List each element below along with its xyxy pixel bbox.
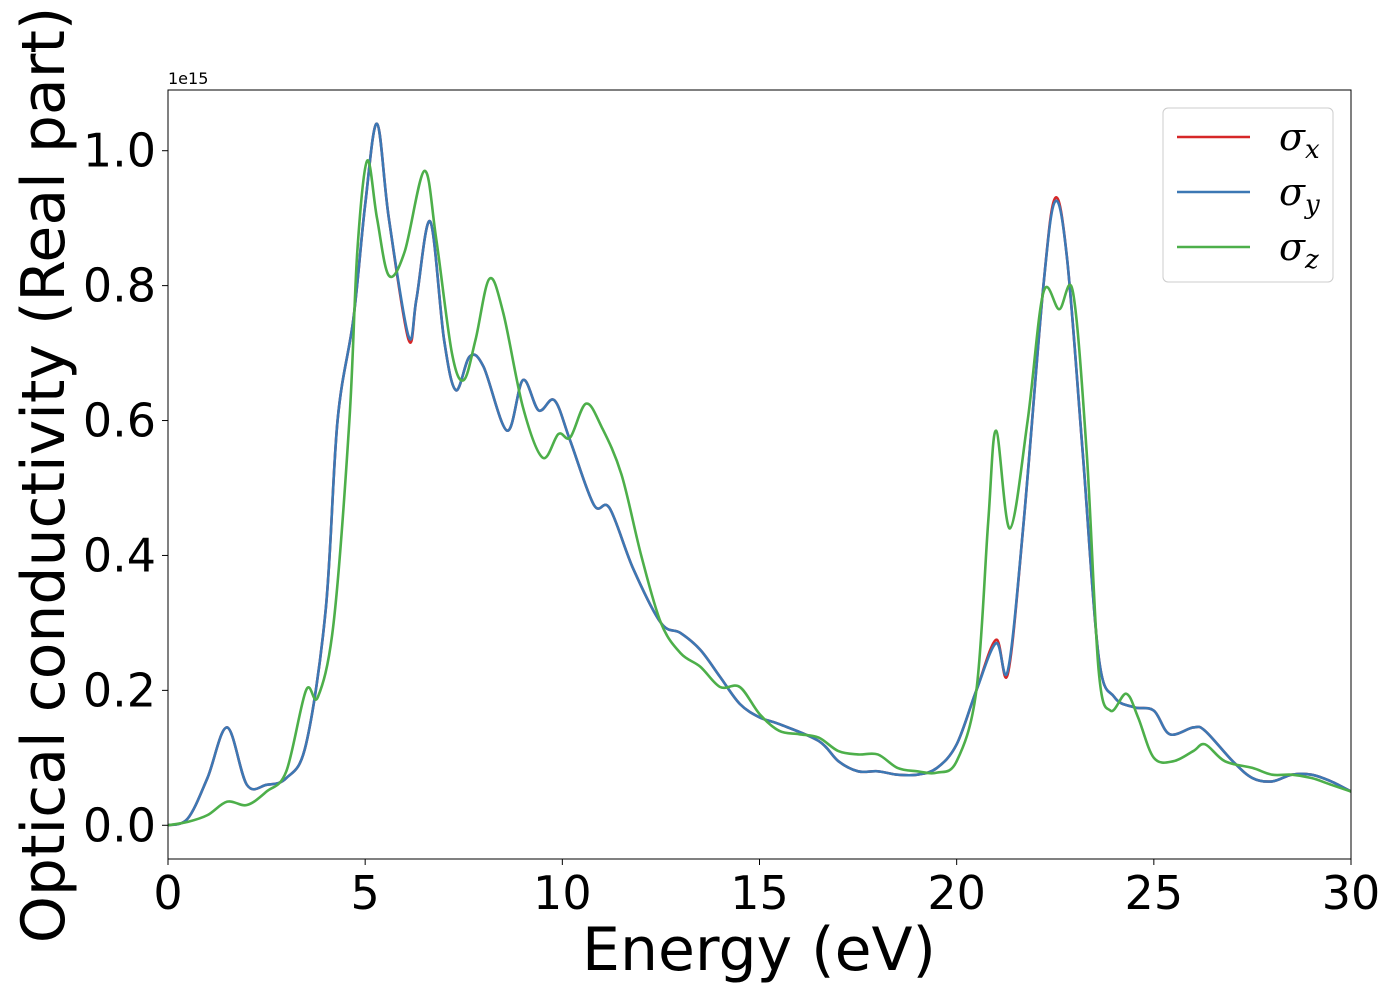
y-tick-label: 0.6: [83, 394, 156, 448]
legend-label-z: σz: [1279, 225, 1319, 275]
legend-box: [1162, 107, 1334, 283]
series-layer: [168, 122, 1351, 827]
y-tick-label: 0.2: [83, 663, 156, 717]
x-tick-label: 20: [927, 866, 986, 920]
y-axis-label: Optical conductivity (Real part): [9, 7, 79, 944]
y-tick-label: 1.0: [83, 124, 156, 178]
y-tick-label: 0.8: [83, 259, 156, 313]
y-tick-label: 0.0: [83, 798, 156, 852]
x-axis-ticks: 0 5 10 15 20 25 30: [153, 859, 1380, 920]
y-offset-label: 1e15: [168, 69, 208, 88]
x-tick-label: 5: [351, 866, 380, 920]
x-axis-label: Energy (eV): [582, 915, 936, 985]
x-tick-label: 15: [730, 866, 789, 920]
legend-label-y: σy: [1279, 170, 1320, 220]
y-tick-label: 0.4: [83, 528, 156, 582]
legend-label-x: σx: [1279, 115, 1320, 165]
x-tick-label: 25: [1125, 866, 1184, 920]
y-axis-ticks: 0.0 0.2 0.4 0.6 0.8 1.0: [83, 124, 168, 852]
x-tick-label: 0: [153, 866, 182, 920]
series-line-z: [168, 159, 1351, 827]
x-tick-label: 30: [1322, 866, 1381, 920]
x-tick-label: 10: [533, 866, 592, 920]
